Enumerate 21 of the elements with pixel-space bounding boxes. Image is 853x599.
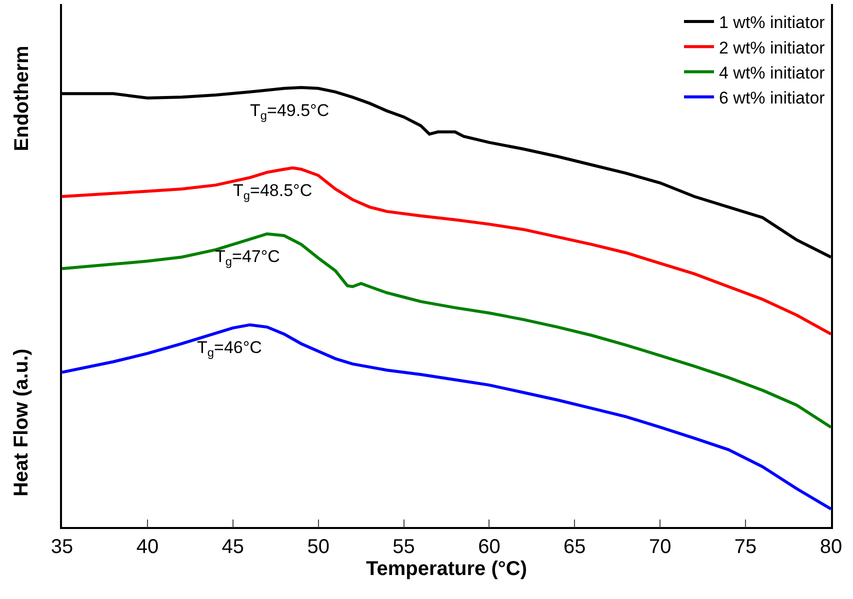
annotation: T$_{g}$=46°C (197, 338, 262, 360)
legend-label: 2 wt% initiator (719, 38, 826, 58)
text: Endotherm (10, 46, 33, 152)
x-tick-label: 75 (734, 536, 757, 558)
annotation: T$_{g}$=48.5°C (233, 181, 312, 203)
x-tick-label: 80 (820, 536, 842, 558)
annotation: T$_{g}$=49.5°C (250, 101, 330, 123)
legend-label: 4 wt% initiator (719, 63, 826, 82)
x-tick-label: 40 (136, 536, 159, 558)
annotation: T$_{g}$=47°C (215, 247, 280, 269)
x-tick-label: 55 (392, 536, 415, 558)
x-axis-title: Temperature (°C) (366, 558, 527, 580)
x-tick-label: 70 (648, 536, 672, 558)
x-tick-label: 60 (478, 536, 500, 558)
legend-label: 1 wt% initiator (719, 13, 826, 32)
x-tick-label: 35 (50, 536, 74, 558)
x-tick-label: 50 (307, 536, 330, 558)
x-tick-label: 45 (222, 536, 244, 558)
x-tick-label: 65 (564, 536, 586, 558)
y-axis-title: Heat Flow (a.u.) (10, 348, 33, 496)
legend-label: 6 wt% initiator (719, 88, 826, 108)
